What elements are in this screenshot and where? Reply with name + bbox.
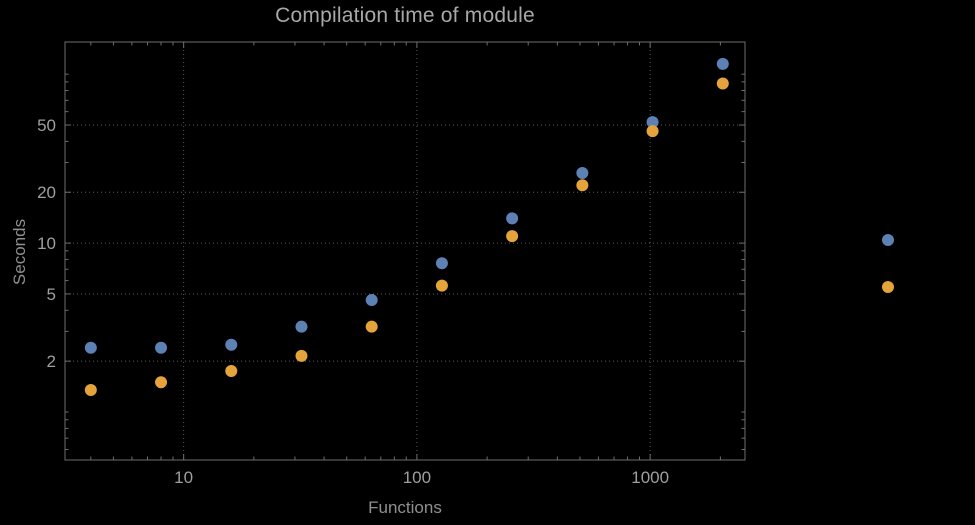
data-point-series-2-orange: [646, 125, 659, 138]
y-tick-label: 50: [37, 116, 56, 135]
legend-marker: [882, 234, 894, 246]
data-point-series-1-blue: [576, 166, 589, 179]
x-tick-label: 100: [403, 468, 431, 487]
data-point-series-1-blue: [716, 57, 729, 70]
data-point-series-2-orange: [155, 376, 168, 389]
plot-frame: [64, 41, 746, 461]
data-point-series-1-blue: [225, 338, 238, 351]
legend-marker: [882, 281, 894, 293]
data-point-series-2-orange: [435, 279, 448, 292]
data-point-series-1-blue: [295, 320, 308, 333]
data-point-series-2-orange: [225, 364, 238, 377]
data-point-series-1-blue: [84, 341, 97, 354]
data-point-series-2-orange: [84, 384, 97, 397]
x-axis-label: Functions: [368, 498, 442, 517]
data-point-series-2-orange: [365, 320, 378, 333]
data-point-series-1-blue: [365, 294, 378, 307]
y-tick-label: 20: [37, 183, 56, 202]
data-point-series-1-blue: [155, 341, 168, 354]
y-axis-label: Seconds: [10, 218, 29, 286]
data-point-series-1-blue: [646, 116, 659, 129]
y-tick-label: 10: [37, 234, 56, 253]
chart-title: Compilation time of module: [275, 4, 535, 27]
x-tick-label: 1000: [631, 468, 669, 487]
data-point-series-2-orange: [576, 179, 589, 192]
y-tick-label: 2: [47, 352, 56, 371]
x-tick-label: 10: [174, 468, 193, 487]
data-point-series-2-orange: [295, 349, 308, 362]
data-point-series-2-orange: [506, 230, 519, 243]
data-point-series-1-blue: [435, 257, 448, 270]
data-point-series-2-orange: [716, 77, 729, 90]
data-point-series-1-blue: [506, 212, 519, 225]
y-tick-label: 5: [47, 285, 56, 304]
